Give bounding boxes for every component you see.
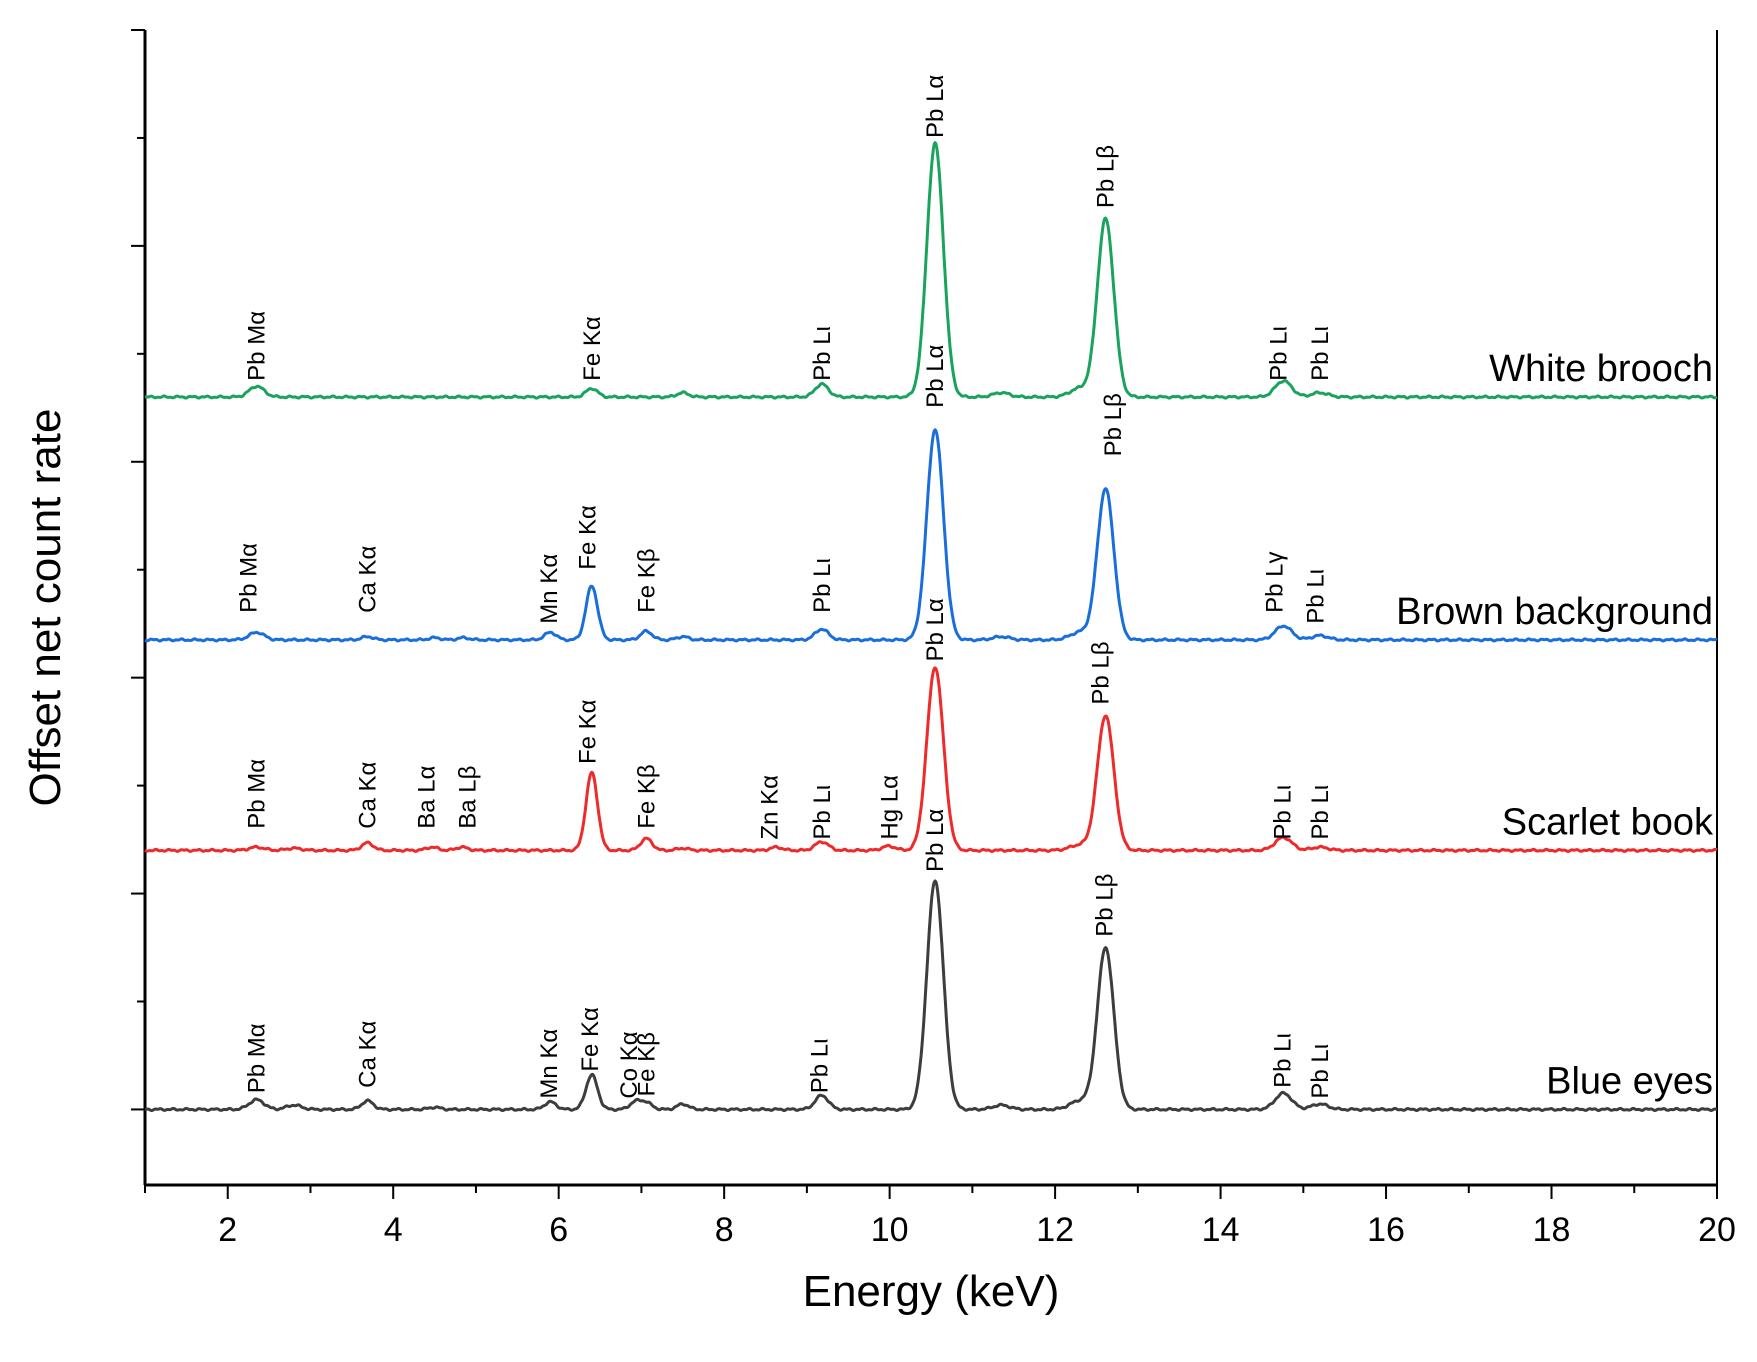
peak-label: Ca Kα xyxy=(355,761,382,828)
peak-label: Pb Lα xyxy=(922,75,949,138)
series-name-label: Scarlet book xyxy=(1502,801,1714,843)
x-tick-label: 12 xyxy=(1036,1211,1074,1249)
trace-scarlet-book xyxy=(144,666,1718,853)
peak-label: Pb Lβ xyxy=(1088,641,1115,704)
peak-label: Mn Kα xyxy=(536,554,563,624)
peak-label: Pb Mα xyxy=(244,1023,271,1093)
peak-label: Fe Kα xyxy=(575,505,602,570)
x-tick-label: 20 xyxy=(1698,1211,1736,1249)
peak-label: Zn Kα xyxy=(757,775,784,840)
x-tick-label: 8 xyxy=(715,1211,734,1249)
peak-label: Pb Lι xyxy=(1303,569,1330,624)
peak-label: Pb Lι xyxy=(1307,785,1334,840)
peak-label: Pb Lι xyxy=(809,326,836,381)
peak-label: Pb Lβ xyxy=(1100,393,1127,456)
x-tick-label: 18 xyxy=(1533,1211,1571,1249)
peak-label: Ba Lβ xyxy=(455,766,482,829)
x-axis-title: Energy (keV) xyxy=(803,1267,1060,1316)
trace-blue-eyes xyxy=(144,879,1718,1112)
trace-brown-background xyxy=(144,428,1718,643)
peak-label: Hg Lα xyxy=(877,775,904,840)
x-tick-label: 6 xyxy=(549,1211,568,1249)
series-name-label: Blue eyes xyxy=(1546,1060,1713,1102)
series-name-label: White brooch xyxy=(1489,348,1713,390)
spectrum-traces xyxy=(144,141,1718,1112)
peak-labels: Pb Mα Fe Kα Pb Lι Pb Lα Pb Lβ Pb Lι Pb Lι Pb Mα… xyxy=(235,75,1333,1099)
peak-label: Fe Kβ xyxy=(633,548,660,613)
peak-label: Pb Mα xyxy=(244,311,271,381)
peak-label: Fe Kα xyxy=(575,699,602,764)
peak-label: Pb Lι xyxy=(806,1039,833,1094)
peak-label: Fe Kα xyxy=(577,1007,604,1072)
peak-label: Ba Lα xyxy=(413,765,440,828)
plot-frame xyxy=(143,30,1718,1187)
peak-label: Pb Lβ xyxy=(1092,874,1119,937)
x-tick-label: 16 xyxy=(1367,1211,1405,1249)
series-names: White brooch Brown background Scarlet book… xyxy=(1396,348,1714,1102)
peak-label: Pb Lι xyxy=(1307,326,1334,381)
x-tick-label: 4 xyxy=(384,1211,403,1249)
x-tick-label: 10 xyxy=(871,1211,909,1249)
peak-label: Pb Lι xyxy=(809,558,836,613)
peak-label: Pb Lι xyxy=(1307,1044,1334,1099)
peak-label: Pb Mα xyxy=(244,759,271,829)
peak-label: Pb Lα xyxy=(922,809,949,872)
peak-label: Fe Kβ xyxy=(633,764,660,829)
peak-label: Ca Kα xyxy=(355,546,382,613)
peak-label: Pb Lι xyxy=(1270,1033,1297,1088)
peak-label: Co Kα xyxy=(616,1031,643,1098)
peak-label: Pb Lι xyxy=(809,785,836,840)
x-tick-label: 14 xyxy=(1202,1211,1240,1249)
peak-label: Ca Kα xyxy=(355,1020,382,1087)
peak-label: Pb Lι xyxy=(1265,326,1292,381)
peak-label: Mn Kα xyxy=(536,1029,563,1099)
y-axis-ticks xyxy=(131,29,145,1111)
x-tick-label: 2 xyxy=(218,1211,237,1249)
series-name-label: Brown background xyxy=(1396,591,1713,633)
peak-label: Pb Lγ xyxy=(1261,552,1288,613)
y-axis-title: Offset net count rate xyxy=(21,409,70,807)
peak-label: Pb Mα xyxy=(235,543,262,613)
peak-label: Pb Lα xyxy=(922,598,949,661)
peak-label: Fe Kα xyxy=(579,316,606,381)
peak-label: Pb Lι xyxy=(1270,785,1297,840)
peak-label: Pb Lβ xyxy=(1093,145,1120,208)
x-axis-ticks: 2 4 6 8 10 12 14 16 18 20 xyxy=(144,1185,1736,1249)
peak-label: Fe Kβ xyxy=(633,1032,660,1097)
trace-white-brooch xyxy=(144,141,1718,400)
peak-label: Pb Lα xyxy=(922,344,949,407)
